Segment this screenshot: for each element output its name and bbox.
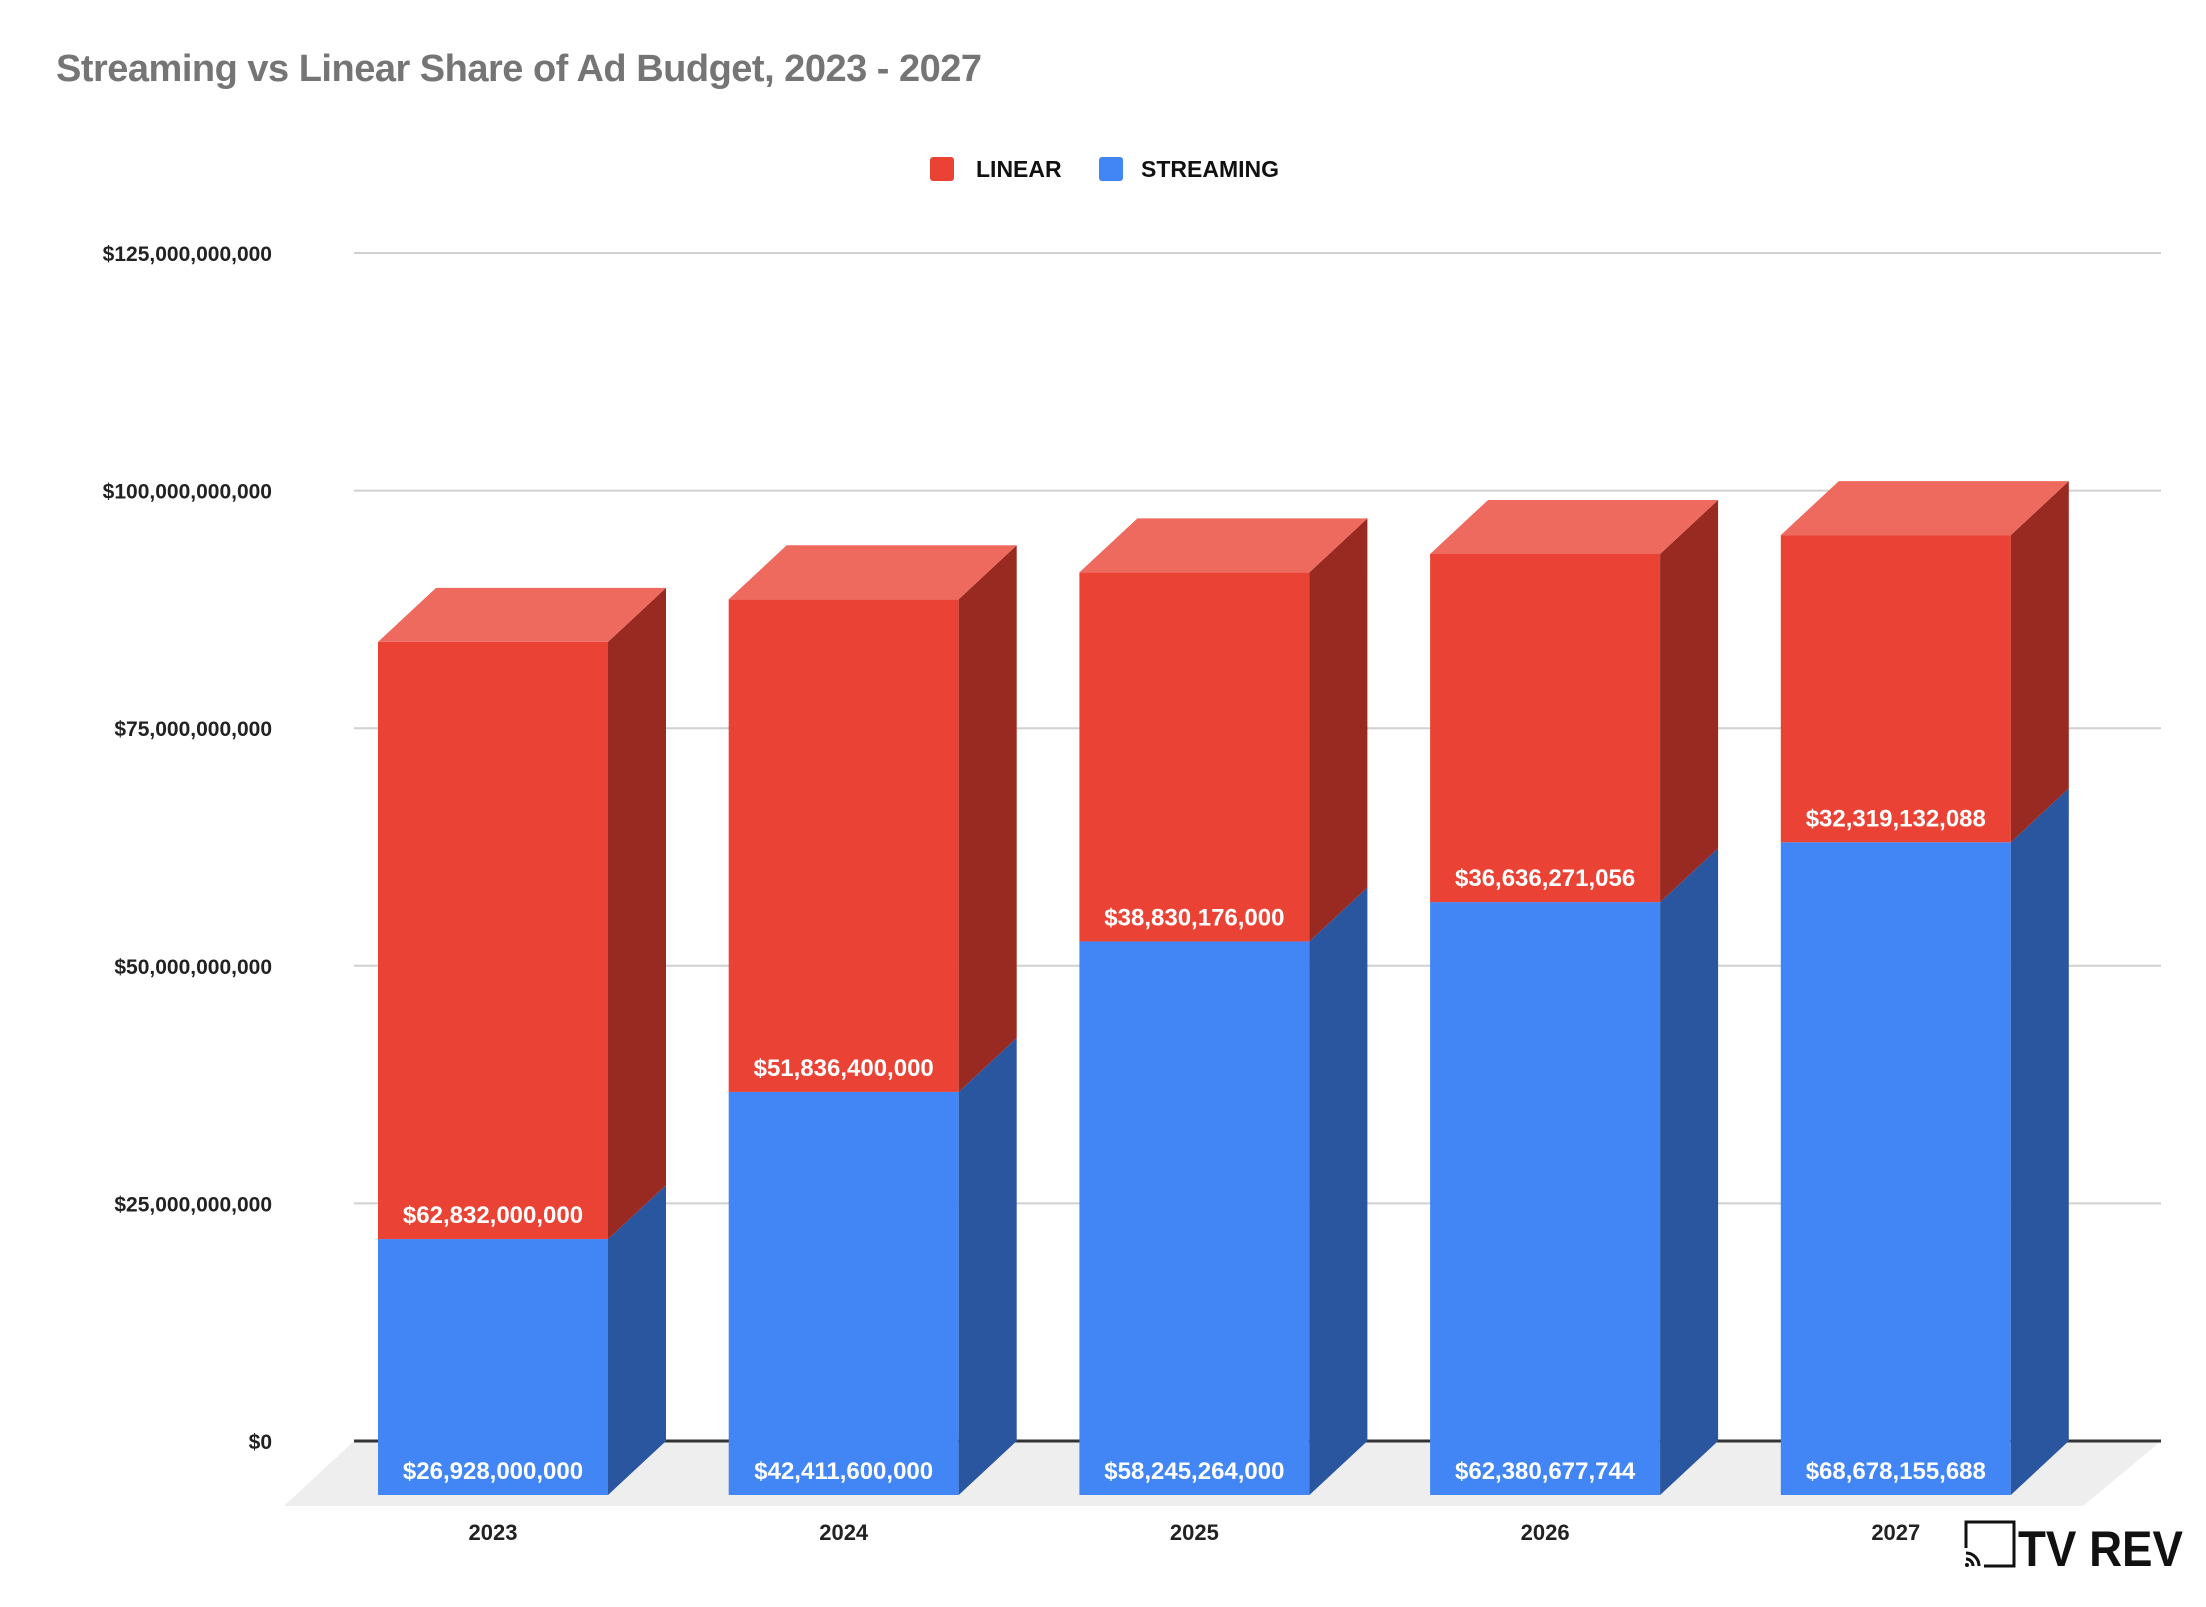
bar-side-streaming-2025 xyxy=(1309,887,1368,1495)
x-tick-label: 2027 xyxy=(1871,1520,1920,1545)
legend: LINEAR STREAMING xyxy=(930,156,1279,182)
bar-streaming-2027 xyxy=(1780,842,2011,1495)
logo-text: TV REV xyxy=(2018,1521,2184,1577)
bar-top-linear-2025 xyxy=(1079,518,1368,573)
legend-label-linear: LINEAR xyxy=(976,156,1062,182)
legend-swatch-streaming xyxy=(1099,157,1123,181)
data-label-streaming: $68,678,155,688 xyxy=(1806,1458,1986,1485)
bar-side-linear-2024 xyxy=(958,545,1017,1092)
y-tick-label: $25,000,000,000 xyxy=(114,1193,272,1216)
x-tick-label: 2025 xyxy=(1170,1520,1219,1545)
legend-swatch-linear xyxy=(930,157,954,181)
bar-side-linear-2026 xyxy=(1660,499,1719,903)
bar-streaming-2026 xyxy=(1430,902,1661,1495)
legend-label-streaming: STREAMING xyxy=(1141,156,1279,182)
bars xyxy=(378,481,2069,1495)
y-tick-label: $0 xyxy=(249,1431,272,1454)
bar-side-streaming-2026 xyxy=(1660,848,1719,1495)
bar-linear-2027 xyxy=(1780,535,2011,843)
x-tick-label: 2023 xyxy=(469,1520,518,1545)
data-label-linear: $36,636,271,056 xyxy=(1455,865,1635,892)
data-label-streaming: $26,928,000,000 xyxy=(403,1458,583,1485)
bar-linear-2025 xyxy=(1079,572,1310,942)
data-label-streaming: $58,245,264,000 xyxy=(1104,1458,1284,1485)
cast-icon xyxy=(1964,1520,2016,1568)
bar-side-linear-2025 xyxy=(1309,518,1368,942)
bar-side-linear-2027 xyxy=(2010,481,2069,843)
y-tick-label: $75,000,000,000 xyxy=(114,718,272,741)
bar-top-linear-2027 xyxy=(1780,481,2069,536)
data-label-linear: $38,830,176,000 xyxy=(1104,904,1284,931)
x-tick-label: 2026 xyxy=(1521,1520,1570,1545)
data-labels: $26,928,000,000 $62,832,000,000 2023 $42,41… xyxy=(403,805,1986,1545)
y-tick-label: $50,000,000,000 xyxy=(114,956,272,979)
data-label-linear: $62,832,000,000 xyxy=(403,1202,583,1229)
y-tick-label: $100,000,000,000 xyxy=(103,481,272,504)
data-label-linear: $51,836,400,000 xyxy=(754,1055,934,1082)
bar-top-linear-2024 xyxy=(728,545,1017,600)
bar-side-streaming-2023 xyxy=(608,1185,666,1495)
bar-linear-2026 xyxy=(1430,553,1661,903)
cast-waves-icon xyxy=(1965,1551,1981,1567)
bar-side-streaming-2024 xyxy=(958,1037,1017,1495)
tvrev-logo: TV REV xyxy=(1964,1520,2184,1577)
bar-streaming-2024 xyxy=(728,1091,959,1495)
bar-streaming-2025 xyxy=(1079,941,1310,1495)
data-label-streaming: $62,380,677,744 xyxy=(1455,1458,1636,1485)
bar-top-linear-2023 xyxy=(378,587,666,642)
data-label-streaming: $42,411,600,000 xyxy=(754,1458,933,1485)
y-tick-label: $125,000,000,000 xyxy=(103,243,272,266)
bar-side-linear-2023 xyxy=(608,587,666,1240)
bar-linear-2023 xyxy=(378,641,608,1240)
x-tick-label: 2024 xyxy=(819,1520,869,1545)
data-label-linear: $32,319,132,088 xyxy=(1806,805,1986,832)
bar-side-streaming-2027 xyxy=(2010,788,2069,1495)
bar-streaming-2023 xyxy=(378,1239,608,1495)
chart-title: Streaming vs Linear Share of Ad Budget, … xyxy=(56,48,982,90)
bar-linear-2024 xyxy=(728,599,959,1092)
bar-top-linear-2026 xyxy=(1430,499,1719,554)
